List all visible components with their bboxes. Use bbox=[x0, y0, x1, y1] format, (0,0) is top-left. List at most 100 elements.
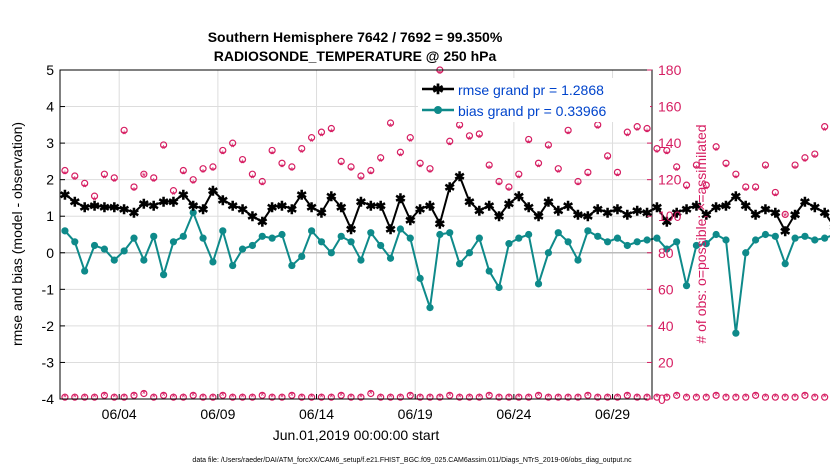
obs-possible-point bbox=[347, 163, 355, 171]
right-axis-tick-label: 40 bbox=[658, 318, 674, 334]
rmse-point: ✱ bbox=[819, 206, 830, 221]
x-axis-tick-label: 06/24 bbox=[496, 406, 531, 422]
rmse-point: ✱ bbox=[227, 198, 238, 213]
obs-assimilated-point: * bbox=[457, 123, 462, 135]
obs-bottom-assimilated-point: * bbox=[231, 392, 236, 404]
obs-bottom-possible-point bbox=[209, 393, 217, 401]
obs-assimilated-point: * bbox=[250, 173, 255, 185]
obs-possible-point bbox=[732, 170, 740, 178]
obs-assimilated-point: * bbox=[546, 144, 551, 156]
right-axis-tick-label: 160 bbox=[658, 99, 682, 115]
rmse-point: ✱ bbox=[158, 195, 169, 210]
rmse-point: ✱ bbox=[188, 198, 199, 213]
bias-point bbox=[623, 241, 631, 250]
rmse-point: ✱ bbox=[267, 200, 278, 215]
obs-assimilated-point: * bbox=[240, 158, 245, 170]
obs-bottom-possible-point bbox=[308, 393, 316, 401]
obs-possible-point bbox=[386, 119, 395, 127]
right-axis-tick-label: 20 bbox=[658, 354, 674, 370]
obs-possible-point bbox=[278, 159, 286, 167]
obs-bottom-possible-point bbox=[337, 391, 345, 399]
rmse-point: ✱ bbox=[750, 207, 761, 222]
obs-possible-point bbox=[396, 148, 404, 156]
obs-bottom-possible-point bbox=[229, 393, 237, 401]
obs-bottom-assimilated-point: * bbox=[83, 392, 88, 404]
legend-rmse-label: rmse grand pr = 1.2868 bbox=[458, 82, 604, 98]
obs-bottom-possible-point bbox=[781, 393, 789, 401]
obs-bottom-assimilated-point: * bbox=[457, 392, 462, 404]
obs-bottom-possible-point bbox=[821, 393, 829, 401]
obs-possible-point bbox=[495, 177, 503, 186]
obs-bottom-assimilated-point: * bbox=[823, 392, 828, 404]
rmse-point: ✱ bbox=[316, 206, 327, 221]
rmse-point: ✱ bbox=[79, 200, 90, 215]
obs-possible-point bbox=[327, 124, 335, 133]
obs-assimilated-point: * bbox=[714, 145, 719, 157]
right-axis-tick-label: 120 bbox=[658, 172, 682, 188]
obs-assimilated-point: * bbox=[92, 195, 97, 207]
obs-bottom-possible-point bbox=[61, 393, 69, 401]
rmse-point: ✱ bbox=[612, 202, 623, 217]
obs-bottom-assimilated-point: * bbox=[477, 392, 482, 404]
obs-assimilated-point: * bbox=[112, 176, 117, 188]
obs-bottom-possible-point bbox=[584, 391, 592, 399]
obs-bottom-possible-point bbox=[140, 389, 148, 398]
obs-bottom-possible-point bbox=[653, 393, 661, 401]
obs-possible-point bbox=[791, 161, 799, 169]
obs-bottom-assimilated-point: * bbox=[704, 392, 709, 404]
rmse-point: ✱ bbox=[385, 222, 396, 237]
obs-assimilated-point: * bbox=[339, 160, 344, 172]
right-axis-tick-label: 100 bbox=[658, 208, 682, 224]
obs-possible-point bbox=[564, 126, 572, 134]
obs-bottom-possible-point bbox=[554, 393, 562, 401]
obs-possible-point bbox=[426, 165, 434, 173]
obs-bottom-possible-point bbox=[71, 393, 79, 401]
obs-assimilated-point: * bbox=[724, 162, 729, 174]
bias-point bbox=[682, 282, 691, 290]
obs-possible-point bbox=[406, 134, 414, 142]
obs-bottom-assimilated-point: * bbox=[684, 392, 689, 404]
right-axis-tick-label: 60 bbox=[658, 281, 674, 297]
obs-bottom-possible-point bbox=[564, 393, 572, 401]
obs-assimilated-point: * bbox=[122, 129, 127, 141]
obs-possible-point bbox=[692, 161, 701, 169]
rmse-point: ✱ bbox=[375, 198, 386, 213]
bias-point bbox=[327, 249, 335, 257]
obs-bottom-assimilated-point: * bbox=[339, 390, 344, 402]
obs-bottom-assimilated-point: * bbox=[487, 390, 492, 402]
obs-assimilated-point: * bbox=[388, 122, 393, 134]
obs-bottom-assimilated-point: * bbox=[408, 390, 413, 402]
obs-assimilated-point: * bbox=[467, 134, 472, 146]
obs-bottom-assimilated-point: * bbox=[763, 392, 768, 404]
bias-point bbox=[209, 258, 217, 266]
bias-point bbox=[416, 274, 424, 282]
obs-assimilated-point: * bbox=[73, 175, 78, 187]
obs-assimilated-point: * bbox=[497, 180, 502, 192]
obs-bottom-possible-point bbox=[722, 393, 730, 401]
bias-point bbox=[761, 230, 770, 239]
obs-possible-point bbox=[110, 174, 118, 182]
obs-bottom-possible-point bbox=[475, 393, 483, 401]
obs-bottom-possible-point bbox=[811, 393, 819, 401]
obs-possible-point bbox=[61, 166, 69, 175]
plot-area bbox=[60, 70, 652, 399]
obs-possible-point bbox=[298, 144, 306, 153]
obs-assimilated-point: * bbox=[260, 180, 265, 192]
obs-assimilated-point: * bbox=[566, 129, 571, 141]
bias-point bbox=[317, 238, 326, 246]
legend-bias-marker bbox=[434, 106, 442, 114]
obs-bottom-assimilated-point: * bbox=[753, 390, 758, 402]
x-axis-tick-label: 06/14 bbox=[299, 406, 334, 422]
rmse-point: ✱ bbox=[790, 207, 801, 222]
legend-rmse-marker: ✱ bbox=[432, 81, 444, 97]
left-axis-tick-label: -1 bbox=[42, 281, 55, 297]
obs-possible-point bbox=[485, 161, 493, 169]
obs-bottom-possible-point bbox=[534, 391, 543, 399]
obs-bottom-possible-point bbox=[771, 393, 779, 401]
rmse-point: ✱ bbox=[711, 200, 722, 215]
bias-point bbox=[160, 271, 168, 279]
rmse-point: ✱ bbox=[474, 204, 485, 219]
obs-bottom-possible-point bbox=[110, 393, 118, 401]
rmse-point: ✱ bbox=[740, 198, 751, 213]
obs-possible-point bbox=[821, 123, 829, 131]
